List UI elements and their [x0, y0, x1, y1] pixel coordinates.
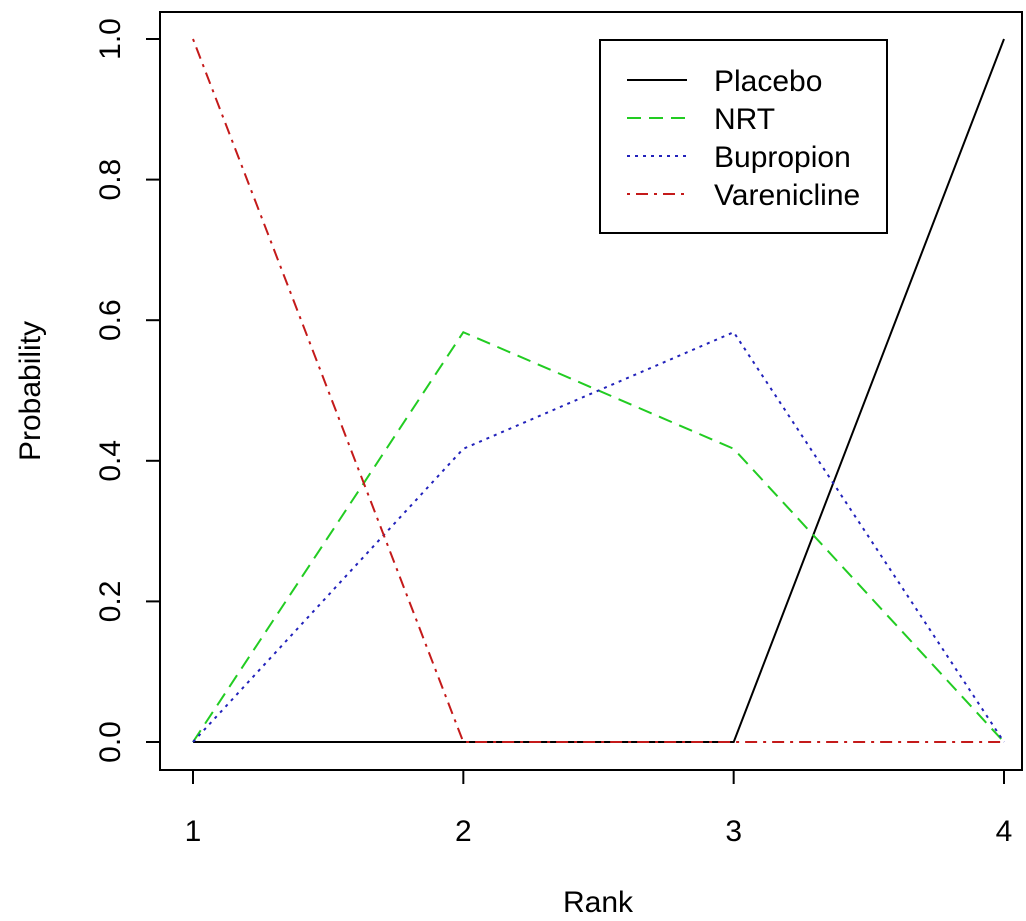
series-lines — [192, 38, 1005, 743]
y-axis-label: Probability — [14, 321, 47, 461]
x-tick-label: 4 — [996, 815, 1013, 848]
legend-label-nrt: NRT — [714, 103, 775, 136]
y-tick-label: 0.8 — [94, 159, 127, 201]
y-tick-label: 0.6 — [94, 299, 127, 341]
y-tick-label: 0.2 — [94, 581, 127, 623]
x-tick-label: 1 — [185, 815, 202, 848]
legend-label-placebo: Placebo — [714, 65, 822, 98]
x-axis: 1 2 3 4 — [185, 769, 1013, 848]
legend-label-bupropion: Bupropion — [714, 141, 851, 174]
legend-box — [599, 39, 888, 234]
series-line-placebo — [193, 38, 1005, 743]
legend: Placebo NRT Bupropion Varenicline — [599, 39, 888, 234]
y-axis: 0.0 0.2 0.4 0.6 0.8 1.0 — [94, 18, 161, 763]
y-tick-label: 0.4 — [94, 440, 127, 482]
legend-label-varenicline: Varenicline — [714, 179, 860, 212]
x-tick-label: 2 — [455, 815, 472, 848]
y-tick-label: 0.0 — [94, 721, 127, 763]
y-tick-label: 1.0 — [94, 18, 127, 60]
series-line-nrt — [192, 330, 1005, 743]
x-axis-label: Rank — [563, 886, 634, 919]
plot-area — [159, 11, 1023, 771]
plot-frame — [159, 11, 1023, 771]
x-tick-label: 3 — [725, 815, 742, 848]
series-line-bupropion — [192, 330, 1005, 743]
